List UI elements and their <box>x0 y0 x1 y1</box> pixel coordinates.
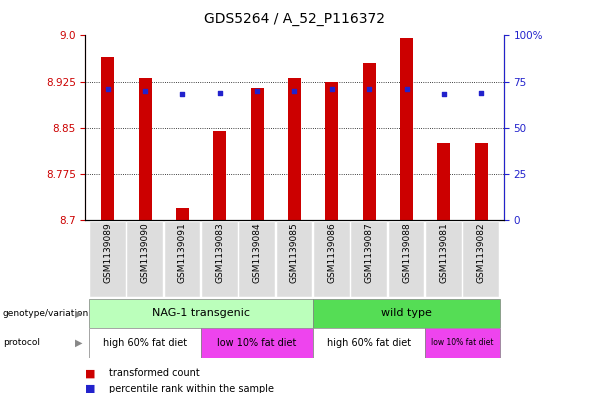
Text: percentile rank within the sample: percentile rank within the sample <box>109 384 274 393</box>
Text: GSM1139089: GSM1139089 <box>103 222 112 283</box>
Text: wild type: wild type <box>381 309 432 318</box>
Text: GSM1139087: GSM1139087 <box>365 222 373 283</box>
Text: high 60% fat diet: high 60% fat diet <box>327 338 411 348</box>
Bar <box>202 222 238 297</box>
Bar <box>426 222 462 297</box>
Bar <box>164 222 200 297</box>
Text: low 10% fat diet: low 10% fat diet <box>217 338 297 348</box>
Point <box>178 91 187 97</box>
Text: GSM1139082: GSM1139082 <box>477 222 486 283</box>
Bar <box>437 143 451 220</box>
Text: GSM1139091: GSM1139091 <box>178 222 187 283</box>
Bar <box>425 328 500 358</box>
Bar <box>464 222 499 297</box>
Point <box>253 88 262 94</box>
Bar <box>251 88 264 220</box>
Point <box>327 86 336 92</box>
Bar <box>201 328 313 358</box>
Point <box>140 88 150 94</box>
Text: ▶: ▶ <box>75 338 82 348</box>
Bar <box>138 79 152 220</box>
Bar <box>313 328 425 358</box>
Bar <box>239 222 275 297</box>
Point <box>290 88 299 94</box>
Text: transformed count: transformed count <box>109 368 200 378</box>
Point <box>365 86 374 92</box>
Bar <box>313 299 500 328</box>
Bar <box>90 222 125 297</box>
Text: protocol: protocol <box>3 338 40 347</box>
Text: ■: ■ <box>85 384 100 393</box>
Text: GSM1139084: GSM1139084 <box>253 222 262 283</box>
Bar <box>389 222 425 297</box>
Point <box>402 86 411 92</box>
Text: GSM1139085: GSM1139085 <box>290 222 299 283</box>
Text: GDS5264 / A_52_P116372: GDS5264 / A_52_P116372 <box>204 12 385 26</box>
Point <box>439 91 449 97</box>
Bar <box>101 57 114 220</box>
Bar <box>351 222 387 297</box>
Bar <box>176 208 189 220</box>
Text: GSM1139088: GSM1139088 <box>402 222 411 283</box>
Text: GSM1139083: GSM1139083 <box>216 222 224 283</box>
Text: genotype/variation: genotype/variation <box>3 309 89 318</box>
Bar <box>314 222 350 297</box>
Text: GSM1139086: GSM1139086 <box>327 222 336 283</box>
Text: ▶: ▶ <box>75 309 82 318</box>
Bar <box>127 222 163 297</box>
Text: GSM1139081: GSM1139081 <box>439 222 448 283</box>
Bar <box>325 81 338 220</box>
Text: ■: ■ <box>85 368 100 378</box>
Text: high 60% fat diet: high 60% fat diet <box>103 338 187 348</box>
Text: low 10% fat diet: low 10% fat diet <box>431 338 494 347</box>
Bar <box>475 143 488 220</box>
Point <box>477 90 486 96</box>
Text: NAG-1 transgenic: NAG-1 transgenic <box>152 309 250 318</box>
Bar <box>89 299 313 328</box>
Bar <box>288 79 301 220</box>
Point <box>103 86 112 92</box>
Point <box>215 90 224 96</box>
Bar <box>400 39 413 220</box>
Bar <box>363 63 376 220</box>
Bar <box>213 131 226 220</box>
Text: GSM1139090: GSM1139090 <box>141 222 150 283</box>
Bar <box>277 222 312 297</box>
Bar <box>89 328 201 358</box>
